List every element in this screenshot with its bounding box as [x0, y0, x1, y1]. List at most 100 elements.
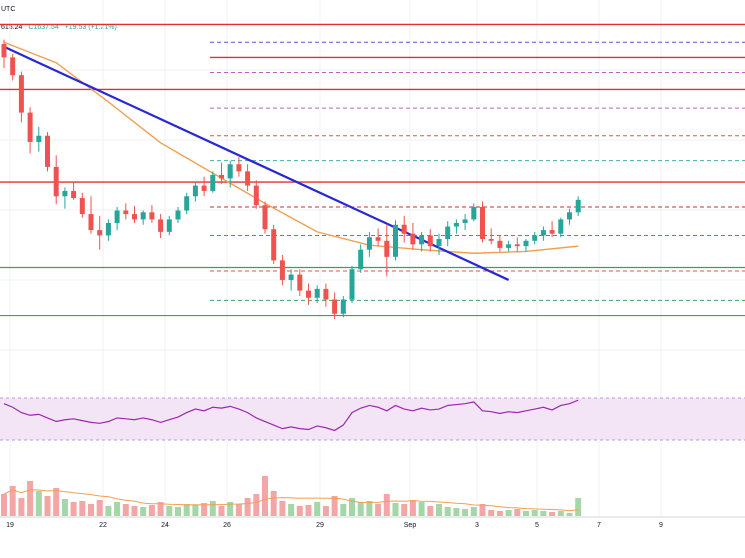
x-tick-label: 22 [99, 522, 107, 529]
candle-body [297, 274, 303, 291]
candle-body [514, 244, 520, 247]
x-tick-label: 9 [659, 522, 663, 529]
candle-body [219, 174, 224, 179]
timezone-label: UTC [1, 6, 16, 13]
volume-bar [392, 503, 399, 516]
candle-body [105, 222, 111, 236]
candle-body [245, 171, 251, 186]
candle-body [262, 205, 268, 230]
x-tick-label: 24 [161, 522, 169, 529]
candle-body [132, 214, 137, 220]
candle-body [314, 288, 320, 298]
volume-bar [401, 504, 408, 516]
volume-bar [18, 498, 25, 516]
volume-bar [444, 507, 451, 516]
volume-bar [53, 488, 60, 516]
volume-bar [227, 502, 234, 516]
volume-bar [175, 507, 181, 516]
candle-body [149, 212, 155, 220]
candle-body [10, 57, 16, 76]
volume-bar [122, 504, 129, 516]
volume-bar [531, 510, 538, 516]
volume-bar [357, 502, 364, 516]
candle-body [497, 240, 503, 248]
volume-bar [340, 504, 347, 516]
volume-bar [244, 498, 251, 516]
volume-bar [514, 509, 521, 516]
candle-body [79, 198, 85, 215]
volume-bar [296, 506, 303, 516]
candle-body [279, 260, 285, 280]
volume-bar [366, 501, 373, 516]
volume-bar [157, 502, 164, 516]
candle-body [436, 239, 442, 247]
candle-body [384, 240, 390, 257]
candle-body [158, 219, 164, 232]
volume-bar [505, 510, 512, 516]
volume-bar [375, 504, 382, 516]
candle-body [453, 222, 459, 227]
x-tick-label: 26 [223, 522, 231, 529]
candle-body [62, 190, 68, 197]
volume-bar [279, 501, 286, 516]
volume-bar [253, 494, 260, 516]
candle-body [288, 274, 294, 280]
volume-bar [166, 506, 173, 516]
candle-body [306, 290, 311, 298]
volume-bar [314, 502, 321, 516]
moving-average-line [3, 41, 579, 254]
volume-bar [27, 481, 34, 516]
volume-bar [114, 502, 121, 516]
candle-body [567, 212, 572, 220]
volume-bar [523, 511, 529, 516]
x-tick-label: 19 [6, 522, 14, 529]
candle-body [427, 235, 433, 247]
ohlc-partial-value: 615.24 [1, 24, 23, 31]
volume-bar [575, 498, 582, 516]
candle-body [332, 299, 338, 314]
candle-body [123, 210, 129, 215]
candle-body [558, 219, 564, 234]
volume-bar [35, 491, 42, 516]
candle-body [166, 219, 172, 232]
candle-body [358, 249, 364, 270]
volume-bar [436, 504, 442, 516]
volume-bar [192, 505, 199, 516]
volume-bar [479, 504, 486, 516]
candle-body [36, 135, 42, 142]
candle-body [393, 224, 398, 257]
candle-body [375, 237, 381, 241]
volume-bar [383, 494, 390, 516]
volume-bar [305, 505, 312, 516]
volume-bar [70, 502, 77, 516]
candle-body [114, 210, 120, 223]
candle-body [27, 112, 33, 142]
candle-body [97, 230, 103, 236]
x-tick-label: 3 [475, 522, 479, 529]
volume-bar [140, 507, 147, 516]
volume-bar [496, 511, 503, 516]
ohlc-readout: 615.24 C1637.54 +19.53 (+1.21%) [1, 24, 121, 31]
volume-bar [79, 501, 86, 516]
volume-bar [453, 508, 460, 516]
candle-body [18, 75, 24, 113]
volume-bar [462, 509, 469, 516]
volume-bar [88, 504, 94, 516]
candle-body [140, 212, 146, 220]
candle-body [340, 299, 346, 314]
candle-body [410, 233, 416, 245]
volume-bar [488, 510, 495, 516]
volume-bar [349, 498, 355, 516]
candle-body [445, 226, 451, 239]
volume-bar [183, 504, 190, 516]
candle-body [366, 237, 372, 250]
volume-bar [331, 496, 338, 516]
volume-bar [270, 491, 277, 516]
candle-body [227, 164, 233, 179]
change-value: +19.53 (+1.21%) [64, 24, 117, 31]
rsi-line [3, 399, 579, 432]
volume-bar [1, 494, 7, 516]
x-tick-label: Sep [404, 522, 417, 529]
volume-bar [549, 512, 556, 516]
